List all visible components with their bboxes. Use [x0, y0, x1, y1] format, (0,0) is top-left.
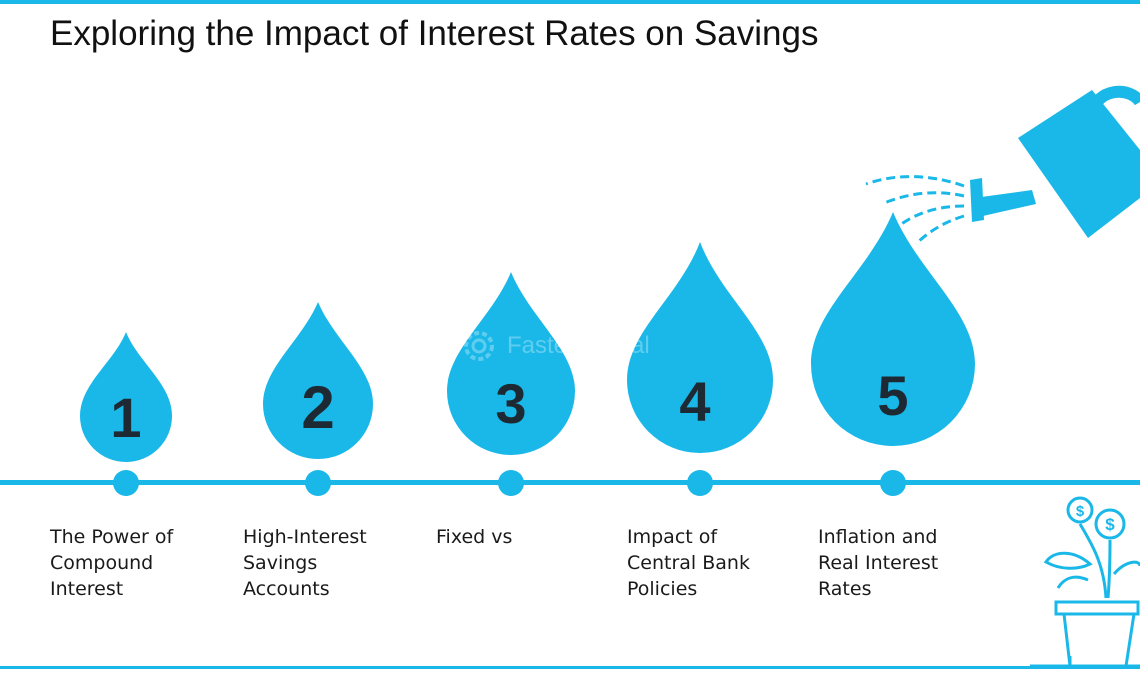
page-title: Exploring the Impact of Interest Rates o…: [50, 14, 819, 53]
drop-3-number: 3: [495, 372, 527, 435]
top-accent-bar: [0, 0, 1140, 4]
money-plant-icon: $ $: [1030, 496, 1140, 668]
timeline-node-1: [113, 470, 139, 496]
drop-4-number: 4: [679, 370, 711, 433]
drop-1-number: 1: [110, 386, 142, 449]
bottom-accent-line: [0, 666, 1140, 669]
timeline-node-4: [687, 470, 713, 496]
watering-can-icon: [865, 85, 1140, 246]
drop-5-number: 5: [877, 364, 909, 427]
timeline-line: [0, 480, 1140, 485]
drop-2-number: 2: [301, 374, 335, 441]
watermark-text: FasterCapital: [507, 332, 650, 359]
timeline-node-2: [305, 470, 331, 496]
step-4-label: Impact of Central Bank Policies: [627, 526, 750, 600]
watermark-gear-icon: [464, 331, 494, 361]
watermark: FasterCapital: [455, 326, 695, 366]
coin-2-dollar-icon: $: [1105, 515, 1115, 534]
timeline-node-3: [498, 470, 524, 496]
coin-1-dollar-icon: $: [1076, 503, 1085, 520]
step-5-label: Inflation and Real Interest Rates: [818, 526, 939, 600]
step-2-label: High-Interest Savings Accounts: [243, 526, 367, 600]
step-3-label: Fixed vs: [436, 526, 513, 548]
step-1-label: The Power of Compound Interest: [50, 526, 174, 600]
timeline-node-5: [880, 470, 906, 496]
